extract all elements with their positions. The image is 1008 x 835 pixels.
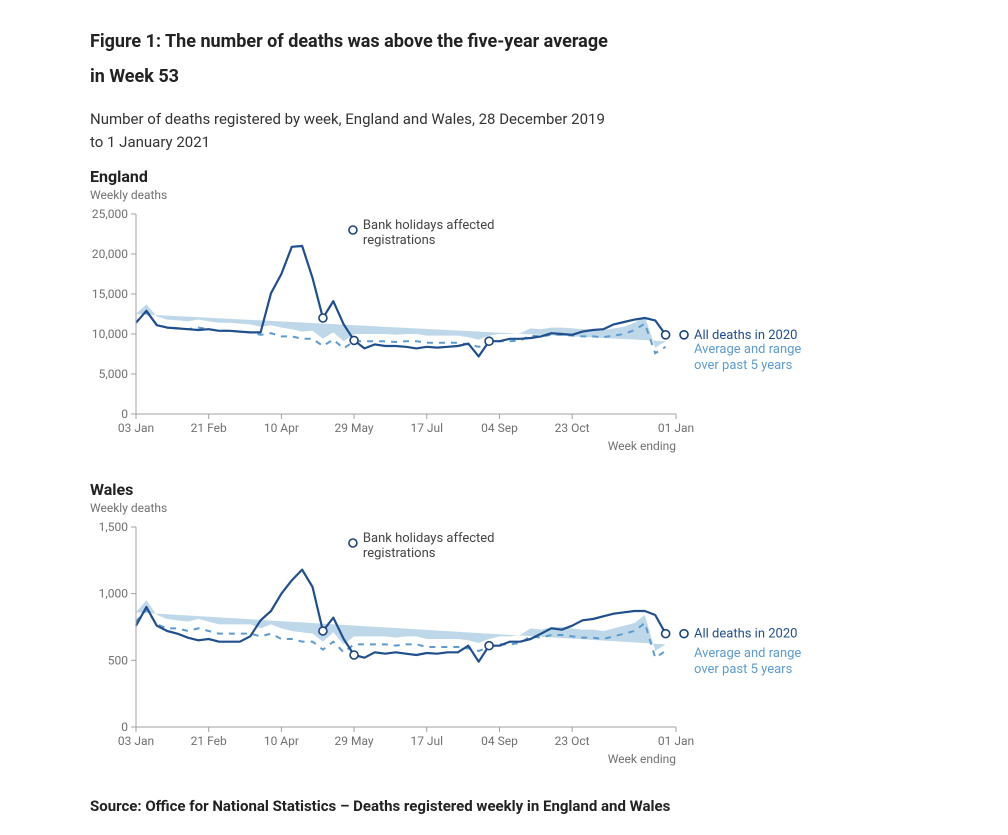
x-tick-label: 10 Apr — [264, 734, 299, 748]
legend-text-2020: All deaths in 2020 — [694, 627, 797, 642]
bank-holiday-marker — [350, 336, 358, 344]
x-tick-label: 21 Feb — [191, 734, 227, 748]
bank-holiday-marker — [485, 337, 493, 345]
legend-text-avg-2: over past 5 years — [694, 358, 793, 373]
bank-holiday-marker — [319, 627, 327, 635]
panel-title-wales: Wales — [90, 480, 988, 499]
x-tick-label: 04 Sep — [481, 421, 518, 435]
legend-text-avg-1: Average and range — [694, 646, 801, 661]
figure-source: Source: Office for National Statistics –… — [90, 797, 988, 815]
x-tick-label: 01 Jan — [658, 421, 694, 435]
x-tick-label: 21 Feb — [191, 421, 227, 435]
x-axis-label: Week ending — [608, 439, 676, 453]
x-tick-label: 29 May — [335, 421, 374, 435]
deaths-2020-line — [136, 570, 666, 662]
bank-holiday-marker — [662, 630, 670, 638]
x-tick-label: 17 Jul — [410, 421, 443, 435]
figure-subtitle: Number of deaths registered by week, Eng… — [90, 108, 988, 153]
figure-subtitle-line2: to 1 January 2021 — [90, 133, 210, 151]
x-tick-label: 10 Apr — [264, 421, 299, 435]
bank-holiday-marker — [662, 331, 670, 339]
y-tick-label: 500 — [108, 653, 128, 667]
chart-wales: 0 500 1,000 1,500 03 Jan 21 Feb 10 Apr 29 May 17… — [90, 519, 988, 779]
y-tick-label: 25,000 — [92, 207, 128, 221]
y-tick-label: 0 — [121, 407, 128, 421]
x-tick-label: 04 Sep — [481, 734, 518, 748]
figure-subtitle-line1: Number of deaths registered by week, Eng… — [90, 110, 605, 128]
legend-text-avg-1: Average and range — [694, 342, 801, 357]
figure-title-line2: in Week 53 — [90, 63, 988, 90]
y-tick-label: 1,500 — [99, 520, 129, 534]
y-axis-label-england: Weekly deaths — [90, 188, 988, 202]
x-tick-label: 03 Jan — [118, 734, 154, 748]
annotation-text-2: registrations — [363, 546, 436, 561]
figure-title-line1: Figure 1: The number of deaths was above… — [90, 28, 988, 55]
range-band — [136, 304, 666, 347]
y-tick-label: 20,000 — [92, 247, 128, 261]
annotation-text-1: Bank holidays affected — [363, 218, 495, 233]
deaths-2020-line — [136, 246, 666, 356]
range-band — [136, 600, 666, 651]
annotation-marker-icon — [349, 226, 357, 234]
panel-title-england: England — [90, 167, 988, 186]
y-tick-label: 5,000 — [99, 367, 129, 381]
legend-text-avg-2: over past 5 years — [694, 662, 793, 677]
y-axis-label-wales: Weekly deaths — [90, 501, 988, 515]
x-tick-label: 03 Jan — [118, 421, 154, 435]
chart-england: 0 5,000 10,000 15,000 20,000 25,000 03 Jan 21 F… — [90, 206, 988, 466]
y-tick-label: 0 — [121, 720, 128, 734]
x-tick-label: 01 Jan — [658, 734, 694, 748]
bank-holiday-marker — [319, 314, 327, 322]
y-tick-label: 10,000 — [92, 327, 128, 341]
bank-holiday-marker — [485, 642, 493, 650]
x-tick-label: 23 Oct — [555, 421, 590, 435]
legend-marker-2020 — [680, 630, 688, 638]
bank-holiday-marker — [350, 651, 358, 659]
x-tick-label: 17 Jul — [410, 734, 443, 748]
annotation-text-1: Bank holidays affected — [363, 531, 495, 546]
legend-marker-2020 — [680, 331, 688, 339]
y-tick-label: 15,000 — [92, 287, 128, 301]
annotation-text-2: registrations — [363, 233, 436, 248]
annotation-marker-icon — [349, 539, 357, 547]
x-tick-label: 23 Oct — [555, 734, 590, 748]
y-tick-label: 1,000 — [99, 587, 129, 601]
legend-text-2020: All deaths in 2020 — [694, 328, 797, 343]
x-axis-label: Week ending — [608, 752, 676, 766]
x-tick-label: 29 May — [335, 734, 374, 748]
